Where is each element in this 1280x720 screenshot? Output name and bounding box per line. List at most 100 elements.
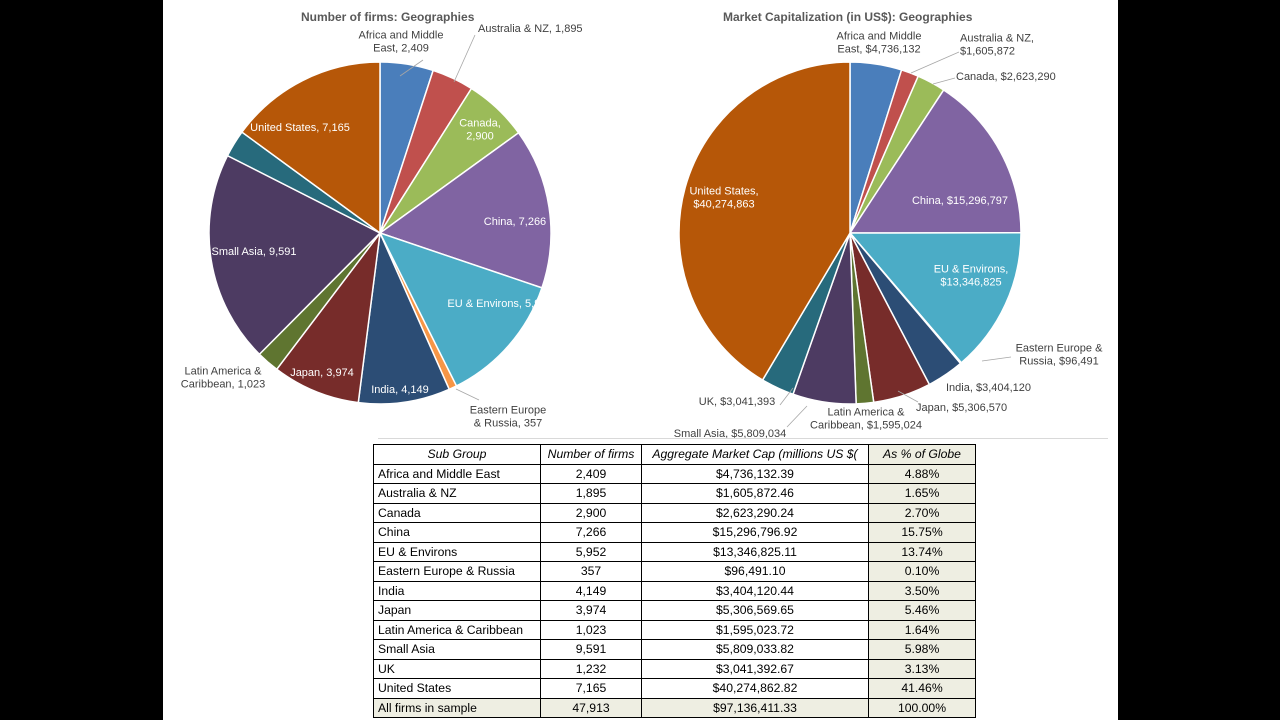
cell-sub-group: UK bbox=[373, 658, 541, 679]
cell-number-of-firms: 47,913 bbox=[540, 697, 642, 718]
cell-sub-group: Small Asia bbox=[373, 639, 541, 660]
cell-pct-globe: 3.50% bbox=[868, 580, 976, 601]
pie1-label-latin-america-caribbean: Latin America & Caribbean, 1,023 bbox=[181, 366, 265, 391]
cell-number-of-firms: 7,165 bbox=[540, 678, 642, 699]
table-row: Canada 2,900 $2,623,290.24 2.70% bbox=[373, 502, 976, 523]
cell-market-cap: $5,809,033.82 bbox=[641, 639, 869, 660]
cell-number-of-firms: 4,149 bbox=[540, 580, 642, 601]
pie1-label-india: India, 4,149 bbox=[371, 384, 429, 396]
pie1-label-eu-environs: EU & Environs, 5,952 bbox=[447, 298, 552, 310]
cell-pct-globe: 4.88% bbox=[868, 463, 976, 484]
pie1-slice-united-states bbox=[240, 61, 381, 235]
table-row: Australia & NZ 1,895 $1,605,872.46 1.65% bbox=[373, 483, 976, 504]
header-market-cap: Aggregate Market Cap (millions US $( bbox=[641, 444, 869, 465]
pie2-leader-eastern-europe-russia bbox=[981, 356, 1012, 362]
pie1-label-canada: Canada, 2,900 bbox=[459, 118, 501, 143]
cell-pct-globe: 3.13% bbox=[868, 658, 976, 679]
cell-sub-group: Australia & NZ bbox=[373, 483, 541, 504]
pie1-slice-japan bbox=[275, 230, 382, 404]
pie2-slice-china bbox=[848, 88, 1022, 234]
cell-number-of-firms: 5,952 bbox=[540, 541, 642, 562]
pie1-slice-china bbox=[378, 131, 552, 289]
cell-market-cap: $4,736,132.39 bbox=[641, 463, 869, 484]
cell-market-cap: $2,623,290.24 bbox=[641, 502, 869, 523]
cell-number-of-firms: 2,409 bbox=[540, 463, 642, 484]
cell-pct-globe: 13.74% bbox=[868, 541, 976, 562]
pie2-label-uk: UK, $3,041,393 bbox=[699, 396, 775, 408]
pie1-label-australia-nz: Australia & NZ, 1,895 bbox=[478, 23, 583, 35]
data-table: Sub Group Number of firms Aggregate Mark… bbox=[373, 444, 976, 718]
pie2-label-india: India, $3,404,120 bbox=[946, 382, 1031, 394]
pie2-label-latin-america-caribbean: Latin America & Caribbean, $1,595,024 bbox=[810, 407, 922, 432]
table-row: UK 1,232 $3,041,392.67 3.13% bbox=[373, 658, 976, 679]
pie1-label-united-states: United States, 7,165 bbox=[250, 122, 350, 134]
cell-pct-globe: 15.75% bbox=[868, 522, 976, 543]
pie-charts: Africa and Middle East, 2,409 Australia & … bbox=[181, 23, 1103, 440]
cell-market-cap: $3,041,392.67 bbox=[641, 658, 869, 679]
cell-number-of-firms: 357 bbox=[540, 561, 642, 582]
cell-number-of-firms: 2,900 bbox=[540, 502, 642, 523]
table-row: Latin America & Caribbean 1,023 $1,595,023… bbox=[373, 619, 976, 640]
pie1-label-africa-and-middle-east: Africa and Middle East, 2,409 bbox=[359, 30, 444, 55]
cell-market-cap: $96,491.10 bbox=[641, 561, 869, 582]
cell-pct-globe: 5.46% bbox=[868, 600, 976, 621]
pie1-slice-india bbox=[357, 230, 451, 405]
header-sub-group: Sub Group bbox=[373, 444, 541, 465]
table-row: EU & Environs 5,952 $13,346,825.11 13.74% bbox=[373, 541, 976, 562]
header-number-of-firms: Number of firms bbox=[540, 444, 642, 465]
pie2-label-china: China, $15,296,797 bbox=[912, 195, 1008, 207]
pie2-leader-uk bbox=[779, 387, 794, 406]
pie2-label-africa-and-middle-east: Africa and Middle East, $4,736,132 bbox=[837, 31, 922, 56]
pie2-title: Market Capitalization (in US$): Geograph… bbox=[723, 10, 973, 24]
cell-sub-group: India bbox=[373, 580, 541, 601]
pie2-label-small-asia: Small Asia, $5,809,034 bbox=[674, 428, 787, 440]
table-total-row: All firms in sample 47,913 $97,136,411.33 1… bbox=[373, 697, 976, 718]
cell-number-of-firms: 1,023 bbox=[540, 619, 642, 640]
cell-sub-group: Japan bbox=[373, 600, 541, 621]
pie2-label-eastern-europe-russia: Eastern Europe & Russia, $96,491 bbox=[1016, 343, 1103, 368]
pie1-slice-small-asia bbox=[208, 154, 382, 356]
pie2-label-japan: Japan, $5,306,570 bbox=[916, 402, 1007, 414]
pie1-title: Number of firms: Geographies bbox=[301, 10, 475, 24]
cell-sub-group: EU & Environs bbox=[373, 541, 541, 562]
cell-market-cap: $1,605,872.46 bbox=[641, 483, 869, 504]
pie2-leader-australia-nz bbox=[910, 51, 960, 74]
table-row: Japan 3,974 $5,306,569.65 5.46% bbox=[373, 600, 976, 621]
table-header-row: Sub Group Number of firms Aggregate Mark… bbox=[373, 444, 976, 465]
pie2-slice-eu-environs bbox=[848, 232, 1022, 364]
pie1-label-small-asia: Small Asia, 9,591 bbox=[212, 246, 297, 258]
cell-pct-globe: 1.65% bbox=[868, 483, 976, 504]
cell-sub-group: Africa and Middle East bbox=[373, 463, 541, 484]
cell-market-cap: $5,306,569.65 bbox=[641, 600, 869, 621]
cell-pct-globe: 0.10% bbox=[868, 561, 976, 582]
cell-sub-group: All firms in sample bbox=[373, 697, 541, 718]
cell-pct-globe: 5.98% bbox=[868, 639, 976, 660]
table-row: India 4,149 $3,404,120.44 3.50% bbox=[373, 580, 976, 601]
pie1-label-eastern-europe-russia: Eastern Europe & Russia, 357 bbox=[470, 405, 546, 430]
cell-pct-globe: 1.64% bbox=[868, 619, 976, 640]
pie2-label-united-states: United States, $40,274,863 bbox=[689, 186, 758, 211]
pie2-leader-small-asia bbox=[786, 405, 808, 428]
cell-pct-globe: 41.46% bbox=[868, 678, 976, 699]
pie2-label-canada: Canada, $2,623,290 bbox=[956, 71, 1056, 83]
cell-market-cap: $1,595,023.72 bbox=[641, 619, 869, 640]
table-row: United States 7,165 $40,274,862.82 41.46% bbox=[373, 678, 976, 699]
cell-pct-globe: 100.00% bbox=[868, 697, 976, 718]
cell-number-of-firms: 1,232 bbox=[540, 658, 642, 679]
cell-number-of-firms: 7,266 bbox=[540, 522, 642, 543]
cell-sub-group: China bbox=[373, 522, 541, 543]
cell-market-cap: $15,296,796.92 bbox=[641, 522, 869, 543]
pie1-slice-eu-environs bbox=[378, 231, 543, 387]
pie2-leader-japan bbox=[897, 390, 919, 403]
table-row: China 7,266 $15,296,796.92 15.75% bbox=[373, 522, 976, 543]
pie1-leader-australia-nz bbox=[453, 34, 476, 83]
table-row: Small Asia 9,591 $5,809,033.82 5.98% bbox=[373, 639, 976, 660]
cell-number-of-firms: 1,895 bbox=[540, 483, 642, 504]
cell-sub-group: Canada bbox=[373, 502, 541, 523]
cell-market-cap: $97,136,411.33 bbox=[641, 697, 869, 718]
cell-sub-group: United States bbox=[373, 678, 541, 699]
pie1-leader-eastern-europe-russia bbox=[455, 388, 480, 401]
pie2-slice-united-states bbox=[678, 61, 851, 382]
cell-pct-globe: 2.70% bbox=[868, 502, 976, 523]
pie1-label-china: China, 7,266 bbox=[484, 216, 546, 228]
